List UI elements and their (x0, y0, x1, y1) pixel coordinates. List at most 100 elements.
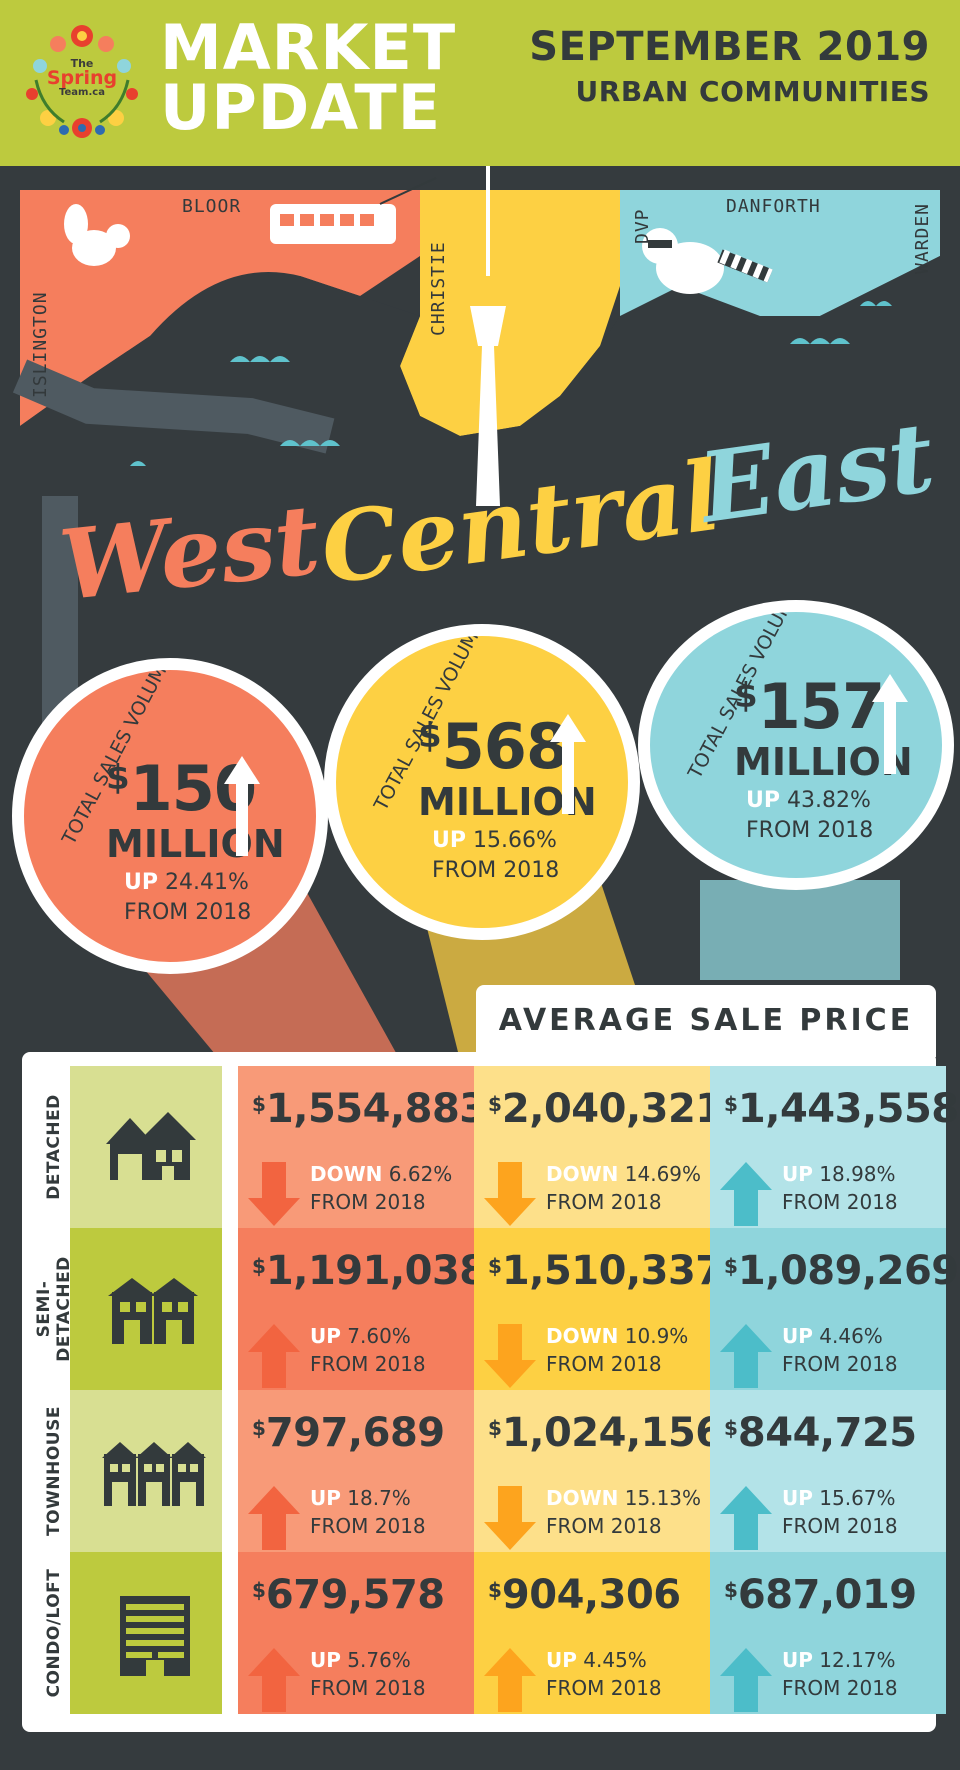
volume-amount: $157 (734, 670, 885, 743)
price-change: UP 15.67% FROM 2018 (782, 1486, 898, 1538)
street-label-islington: ISLINGTON (30, 291, 51, 398)
logo-spring: Spring (46, 67, 118, 89)
detached-house-icon (106, 1112, 196, 1180)
avg-price: $679,578 (252, 1572, 445, 1618)
down-arrow-icon (484, 1486, 536, 1550)
avg-price: $844,725 (724, 1410, 917, 1456)
price-cell-central: $904,306 UP 4.45% FROM 2018 (474, 1552, 710, 1714)
asp-title: AVERAGE SALE PRICE (498, 1003, 914, 1038)
price-change: UP 4.46% FROM 2018 (782, 1324, 898, 1376)
price-change: UP 18.98% FROM 2018 (782, 1162, 898, 1214)
price-cell-east: $687,019 UP 12.17% FROM 2018 (710, 1552, 946, 1714)
up-arrow-icon (248, 1324, 300, 1388)
spring-team-logo: The Spring Team.ca (18, 22, 146, 140)
avg-price: $687,019 (724, 1572, 917, 1618)
property-type-text: CONDO/LOFT (44, 1568, 64, 1698)
up-arrow-icon (484, 1648, 536, 1712)
logo-team: Team.ca (59, 87, 105, 98)
price-cell-west: $679,578 UP 5.76% FROM 2018 (238, 1552, 474, 1714)
property-type-label: TOWNHOUSE (36, 1397, 66, 1545)
street-label-warden: WARDEN (912, 202, 933, 274)
property-icon-cell (70, 1066, 222, 1228)
price-cell-east: $1,443,558 UP 18.98% FROM 2018 (710, 1066, 959, 1228)
price-cell-west: $1,554,883 DOWN 6.62% FROM 2018 (238, 1066, 487, 1228)
price-cell-west: $797,689 UP 18.7% FROM 2018 (238, 1390, 474, 1552)
down-arrow-icon (484, 1324, 536, 1388)
volume-circle-west: TOTAL SALES VOLUME $150 MILLION UP 24.41… (12, 658, 328, 974)
street-label-danforth: DANFORTH (726, 196, 821, 217)
volume-unit: MILLION (734, 740, 913, 784)
property-type-label: DETACHED (36, 1073, 66, 1221)
down-arrow-icon (484, 1162, 536, 1226)
table-row: CONDO/LOFT $679,578 UP 5.76% FROM 2018 $904,… (36, 1552, 946, 1714)
property-icon-cell (70, 1228, 222, 1390)
page-title: MARKET UPDATE (160, 11, 457, 144)
price-change: DOWN 6.62% FROM 2018 (310, 1162, 453, 1214)
asp-title-tab (476, 985, 936, 1057)
volume-unit: MILLION (106, 822, 285, 866)
street-label-bloor: BLOOR (182, 196, 242, 217)
up-arrow-icon (224, 756, 260, 856)
townhouse-icon (102, 1442, 206, 1506)
price-change: UP 5.76% FROM 2018 (310, 1648, 426, 1700)
flower-wreath-icon (26, 25, 138, 138)
property-icon-cell (70, 1552, 222, 1714)
up-arrow-icon (550, 714, 586, 814)
street-label-dvp: DVP (632, 208, 653, 244)
volume-amount: $568 (418, 710, 569, 783)
volume-amount: $150 (106, 752, 257, 825)
street-label-christie: CHRISTIE (428, 241, 449, 336)
table-row: DETACHED $1,554,883 DOWN 6.62% FROM 2018 $2,… (36, 1066, 959, 1228)
avg-price: $904,306 (488, 1572, 681, 1618)
price-cell-central: $1,024,156 DOWN 15.13% FROM 2018 (474, 1390, 723, 1552)
table-row: SEMI-DETACHED $1,191,038 UP 7.60% FROM 2018… (34, 1228, 959, 1390)
property-type-text: DETACHED (44, 1094, 64, 1200)
price-cell-west: $1,191,038 UP 7.60% FROM 2018 (238, 1228, 487, 1390)
avg-price: $1,089,269 (724, 1248, 959, 1294)
property-type-text: SEMI-DETACHED (34, 1256, 74, 1362)
title-line-2: UPDATE (160, 71, 442, 144)
volume-circle-east: TOTAL SALES VOLUME $157 MILLION UP 43.82… (638, 600, 954, 890)
price-change: UP 12.17% FROM 2018 (782, 1648, 898, 1700)
avg-price: $1,443,558 (724, 1086, 959, 1132)
up-arrow-icon (248, 1648, 300, 1712)
table-row: TOWNHOUSE $797,689 UP 18.7% FROM 2018 $1,024… (36, 1390, 946, 1552)
price-change: UP 7.60% FROM 2018 (310, 1324, 426, 1376)
report-subtitle: URBAN COMMUNITIES (575, 75, 930, 108)
avg-price: $797,689 (252, 1410, 445, 1456)
up-arrow-icon (720, 1648, 772, 1712)
up-arrow-icon (248, 1486, 300, 1550)
title-line-1: MARKET (160, 11, 457, 84)
price-cell-central: $2,040,321 DOWN 14.69% FROM 2018 (474, 1066, 723, 1228)
property-type-text: TOWNHOUSE (44, 1406, 64, 1536)
avg-price: $1,191,038 (252, 1248, 487, 1294)
price-change: UP 18.7% FROM 2018 (310, 1486, 426, 1538)
price-cell-east: $844,725 UP 15.67% FROM 2018 (710, 1390, 946, 1552)
up-arrow-icon (720, 1162, 772, 1226)
avg-price: $2,040,321 (488, 1086, 723, 1132)
property-icon-cell (70, 1390, 222, 1552)
header: The Spring Team.ca MARKET UPDATE SEPTEMB… (0, 0, 960, 166)
up-arrow-icon (872, 674, 908, 774)
price-cell-central: $1,510,337 DOWN 10.9% FROM 2018 (474, 1228, 723, 1390)
volume-change: UP 24.41% FROM 2018 (124, 870, 252, 925)
volume-change: UP 15.66% FROM 2018 (432, 828, 560, 883)
up-arrow-icon (720, 1324, 772, 1388)
price-cell-east: $1,089,269 UP 4.46% FROM 2018 (710, 1228, 959, 1390)
average-sale-price-table: DETACHED $1,554,883 DOWN 6.62% FROM 2018 $2,… (22, 1052, 959, 1732)
price-change: DOWN 15.13% FROM 2018 (546, 1486, 702, 1538)
condo-building-icon (120, 1596, 190, 1676)
report-date: SEPTEMBER 2019 (529, 24, 930, 70)
volume-change: UP 43.82% FROM 2018 (746, 788, 874, 843)
logo-the: The (70, 57, 94, 70)
down-arrow-icon (248, 1162, 300, 1226)
property-type-label: CONDO/LOFT (36, 1559, 66, 1707)
price-change: DOWN 10.9% FROM 2018 (546, 1324, 689, 1376)
avg-price: $1,510,337 (488, 1248, 723, 1294)
avg-price: $1,024,156 (488, 1410, 723, 1456)
price-change: UP 4.45% FROM 2018 (546, 1648, 662, 1700)
avg-price: $1,554,883 (252, 1086, 487, 1132)
up-arrow-icon (720, 1486, 772, 1550)
semi-detached-icon (108, 1278, 198, 1344)
property-type-label: SEMI-DETACHED (34, 1235, 74, 1383)
